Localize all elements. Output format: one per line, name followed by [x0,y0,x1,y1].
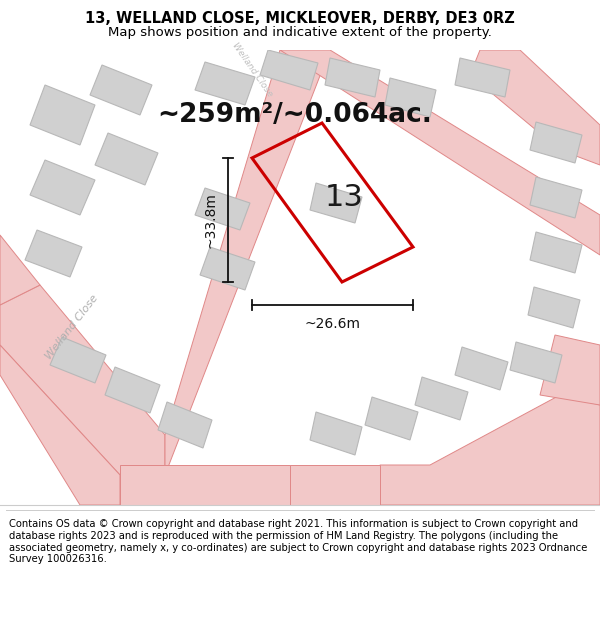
Text: Map shows position and indicative extent of the property.: Map shows position and indicative extent… [108,26,492,39]
Polygon shape [365,397,418,440]
Text: Welland Close: Welland Close [230,41,274,99]
Polygon shape [30,160,95,215]
Polygon shape [325,58,380,97]
Polygon shape [30,85,95,145]
Polygon shape [158,402,212,448]
Polygon shape [105,367,160,413]
Polygon shape [260,50,318,90]
Polygon shape [165,50,330,475]
Polygon shape [280,50,600,255]
Text: 13, WELLAND CLOSE, MICKLEOVER, DERBY, DE3 0RZ: 13, WELLAND CLOSE, MICKLEOVER, DERBY, DE… [85,11,515,26]
Polygon shape [530,232,582,273]
Polygon shape [50,337,106,383]
Polygon shape [195,188,250,230]
Polygon shape [90,65,152,115]
Polygon shape [455,58,510,97]
Polygon shape [510,342,562,383]
Polygon shape [95,133,158,185]
Polygon shape [310,412,362,455]
Polygon shape [385,78,436,117]
Text: Welland Close: Welland Close [44,293,100,361]
Polygon shape [25,230,82,277]
Polygon shape [455,347,508,390]
Polygon shape [540,335,600,405]
Polygon shape [195,62,255,105]
Polygon shape [290,465,380,505]
Polygon shape [0,345,120,505]
Polygon shape [310,183,362,223]
Polygon shape [530,122,582,163]
Polygon shape [530,177,582,218]
Polygon shape [120,465,290,505]
Polygon shape [200,247,255,290]
Polygon shape [380,395,600,505]
Polygon shape [0,235,40,305]
Polygon shape [415,377,468,420]
Polygon shape [470,50,600,165]
Text: ~33.8m: ~33.8m [204,192,218,248]
Text: ~259m²/~0.064ac.: ~259m²/~0.064ac. [158,102,433,128]
Text: Contains OS data © Crown copyright and database right 2021. This information is : Contains OS data © Crown copyright and d… [9,519,587,564]
Text: ~26.6m: ~26.6m [305,317,361,331]
Polygon shape [528,287,580,328]
Polygon shape [0,285,165,475]
Text: 13: 13 [325,183,364,212]
